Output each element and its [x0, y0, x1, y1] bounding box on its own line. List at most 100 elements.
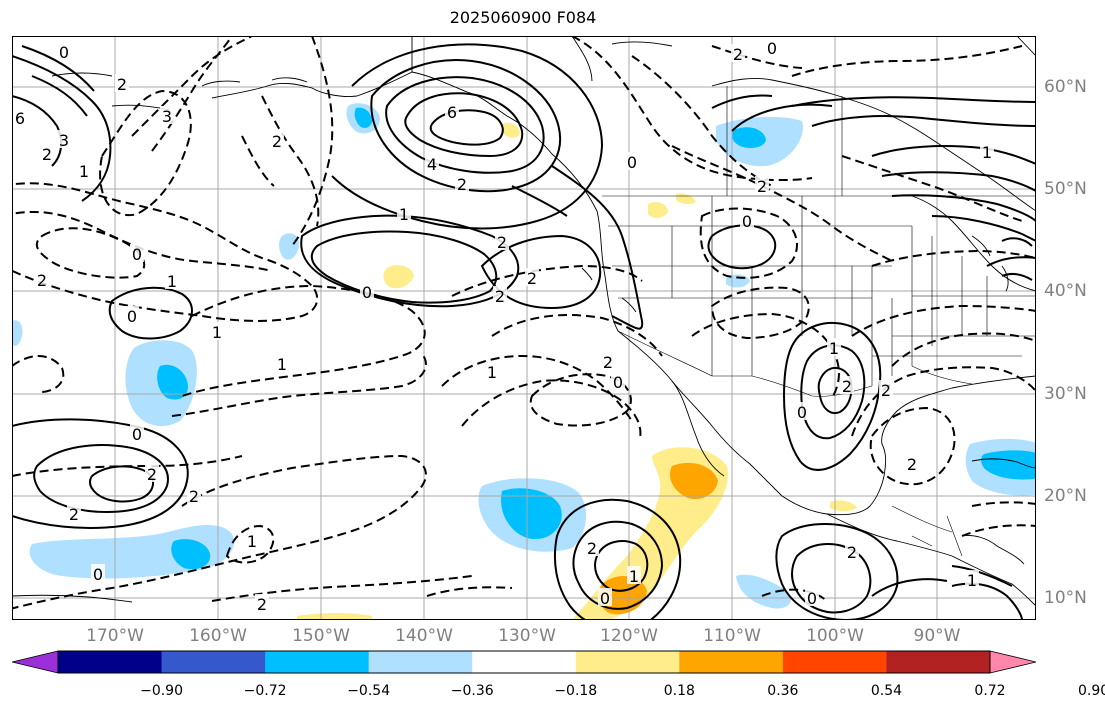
contour-label: 0 — [127, 307, 137, 326]
map-frame — [12, 36, 1036, 620]
contour-label-bg — [755, 176, 769, 194]
colorbar-segment — [161, 651, 266, 673]
contour-label-bg — [77, 161, 91, 179]
contour-label: 2 — [587, 539, 597, 558]
contour-label-bg — [879, 380, 893, 398]
contour-label: 2 — [907, 455, 917, 474]
contour-label-bg — [270, 131, 284, 149]
contour-label: 1 — [829, 339, 839, 358]
contour-label-bg — [611, 372, 625, 390]
contour-label: 3 — [59, 131, 69, 150]
contour-label-bg — [255, 594, 269, 612]
colorbar-tick-label: −0.72 — [243, 683, 287, 699]
contour-label-bg — [731, 44, 745, 62]
contour-label: 2 — [257, 595, 267, 614]
contour-label: 2 — [457, 175, 467, 194]
contour-label-bg — [35, 270, 49, 288]
contour-label-bg — [57, 42, 71, 60]
longitude-label: 160°W — [189, 626, 247, 646]
contour-label: 1 — [167, 272, 177, 291]
colorbar-segment — [575, 651, 680, 673]
contour-label-bg — [130, 244, 144, 262]
contour-label: 0 — [93, 565, 103, 584]
contour-label: 2 — [733, 45, 743, 64]
colorbar-extend-min — [12, 650, 59, 674]
dashed-contours — [12, 36, 1036, 610]
contour-label: 2 — [147, 465, 157, 484]
colorbar-extend-max — [989, 650, 1036, 674]
longitude-label: 90°W — [913, 626, 961, 646]
longitude-label: 130°W — [498, 626, 556, 646]
contour-label: 0 — [132, 425, 142, 444]
contour-label-bg — [495, 232, 509, 250]
colorbar-tick-label: −0.54 — [347, 683, 391, 699]
coastlines — [12, 36, 1036, 607]
contour-label-bg — [130, 424, 144, 442]
contour-label-bg — [160, 106, 174, 124]
colorbar-tick-label: 0.90 — [1077, 683, 1105, 699]
contour-label: 0 — [362, 283, 372, 302]
colorbar-segment — [265, 651, 370, 673]
contour-label-bg — [275, 354, 289, 372]
contour-label: 0 — [59, 43, 69, 62]
colorbar-tick-label: −0.18 — [554, 683, 598, 699]
contour-label-bg — [980, 142, 994, 160]
colorbar-tick-label: 0.54 — [870, 683, 903, 699]
contour-label-bg — [905, 454, 919, 472]
map-canvas[interactable]: 0631232642120220200210201210222102120210… — [12, 36, 1036, 620]
contour-label: 1 — [277, 355, 287, 374]
map-title: 2025060900 F084 — [449, 8, 597, 27]
contour-label: 0 — [742, 212, 752, 231]
colorbar-tick-label: −0.36 — [450, 683, 494, 699]
contour-label: 2 — [42, 145, 52, 164]
contour-label: 2 — [847, 543, 857, 562]
latitude-label: 60°N — [1044, 77, 1087, 97]
longitude-label: 100°W — [806, 626, 864, 646]
contour-label-bg — [795, 402, 809, 420]
contour-label-bg — [187, 486, 201, 504]
contour-label: 6 — [447, 103, 457, 122]
colorbar — [12, 650, 1036, 674]
contour-label: 2 — [69, 505, 79, 524]
contour-label-bg — [765, 38, 779, 56]
contour-label-bg — [445, 102, 459, 120]
contour-label: 2 — [272, 132, 282, 151]
contour-label: 6 — [15, 109, 25, 128]
contour-label: 2 — [757, 177, 767, 196]
contour-labels: 0631232642120220200210201210222102120210… — [13, 38, 994, 614]
latitude-label: 30°N — [1044, 384, 1087, 404]
contour-label-bg — [827, 338, 841, 356]
contour-label-bg — [627, 566, 641, 584]
contour-label: 2 — [527, 269, 537, 288]
contour-label-bg — [485, 362, 499, 380]
contour-label-bg — [145, 464, 159, 482]
colorbar-frame — [57, 650, 991, 674]
contour-label: 0 — [767, 39, 777, 58]
contour-label: 0 — [807, 589, 817, 608]
contour-label-bg — [840, 376, 854, 394]
contour-label: 4 — [427, 155, 437, 174]
contour-label: 1 — [212, 323, 222, 342]
contour-label-bg — [625, 152, 639, 170]
contour-label-bg — [425, 154, 439, 172]
colorbar-tick-label: 0.18 — [663, 683, 695, 699]
colorbar-segment — [886, 651, 991, 673]
contour-label: 0 — [613, 373, 623, 392]
longitude-label: 150°W — [292, 626, 350, 646]
contour-label: 3 — [162, 107, 172, 126]
contour-label: 0 — [600, 589, 610, 608]
contour-label: 0 — [797, 403, 807, 422]
shaded-fields — [12, 103, 1036, 620]
longitude-label: 170°W — [86, 626, 144, 646]
contour-label-bg — [601, 352, 615, 370]
contour-label: 2 — [881, 381, 891, 400]
contour-label-bg — [740, 211, 754, 229]
contour-label-bg — [585, 538, 599, 556]
contour-label: 1 — [487, 363, 497, 382]
contour-label-bg — [13, 108, 27, 126]
contour-label-bg — [91, 564, 105, 582]
contour-label-bg — [57, 130, 71, 148]
longitude-label: 120°W — [600, 626, 658, 646]
contour-label-bg — [525, 268, 539, 286]
